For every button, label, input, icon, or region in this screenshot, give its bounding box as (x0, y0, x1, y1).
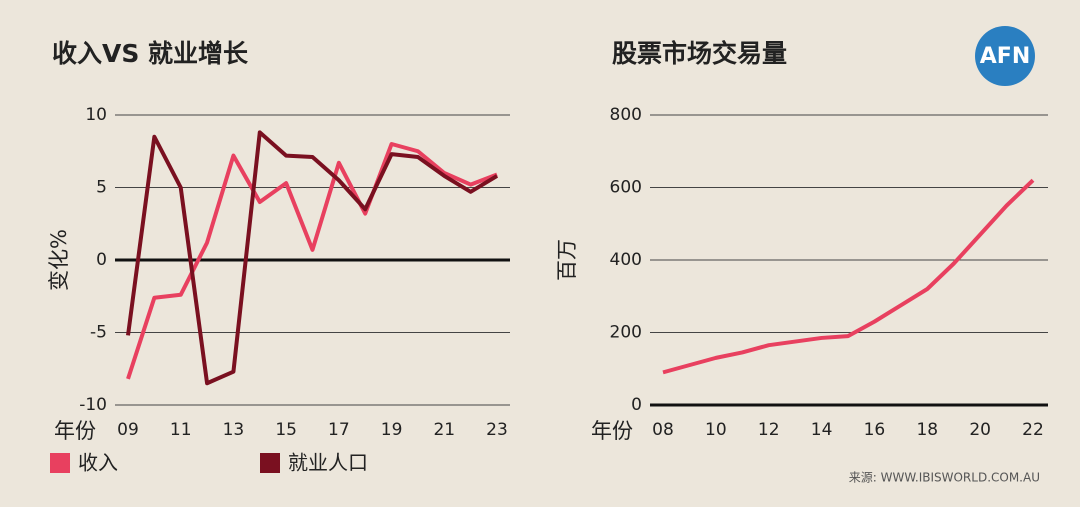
series-line (126, 130, 499, 386)
y-axis-label: 变化% (47, 229, 71, 291)
x-tick-label: 16 (864, 420, 886, 440)
legend-swatch (50, 453, 70, 473)
x-tick-label: 10 (705, 420, 727, 440)
legend-label: 收入 (78, 451, 118, 475)
logo: AFN (980, 44, 1030, 69)
y-tick-label: -5 (90, 323, 107, 343)
x-axis-label: 年份 (591, 419, 633, 443)
chart-title: 收入VS 就业增长 (52, 39, 249, 68)
logo-circle (975, 26, 1035, 86)
x-tick-label: 23 (486, 420, 508, 440)
x-tick-label: 15 (275, 420, 297, 440)
x-tick-label: 12 (758, 420, 780, 440)
x-tick-label: 18 (916, 420, 938, 440)
source: 来源: WWW.IBISWORLD.COM.AU (849, 471, 1040, 485)
y-tick-label: 0 (96, 250, 107, 270)
chart-title: 股票市场交易量 (612, 39, 787, 68)
y-axis-label: 百万 (555, 239, 579, 281)
x-tick-label: 22 (1022, 420, 1044, 440)
y-tick-label: 10 (85, 105, 107, 125)
x-tick-label: 08 (652, 420, 674, 440)
x-tick-label: 09 (117, 420, 139, 440)
legend-label: 就业人口 (288, 451, 368, 475)
series-line (126, 142, 498, 380)
x-tick-label: 20 (969, 420, 991, 440)
y-tick-label: -10 (79, 395, 107, 415)
x-tick-label: 14 (811, 420, 833, 440)
series-line (662, 178, 1035, 375)
x-tick-label: 11 (170, 420, 192, 440)
x-tick-label: 17 (328, 420, 350, 440)
legend-swatch (260, 453, 280, 473)
x-tick-label: 13 (223, 420, 245, 440)
x-tick-label: 19 (381, 420, 403, 440)
x-tick-label: 21 (433, 420, 455, 440)
y-tick-label: 5 (96, 178, 107, 198)
y-tick-label: 0 (631, 395, 642, 415)
y-tick-label: 600 (610, 178, 642, 198)
y-tick-label: 400 (610, 250, 642, 270)
x-axis-label: 年份 (54, 419, 96, 443)
y-tick-label: 800 (610, 105, 642, 125)
y-tick-label: 200 (610, 323, 642, 343)
